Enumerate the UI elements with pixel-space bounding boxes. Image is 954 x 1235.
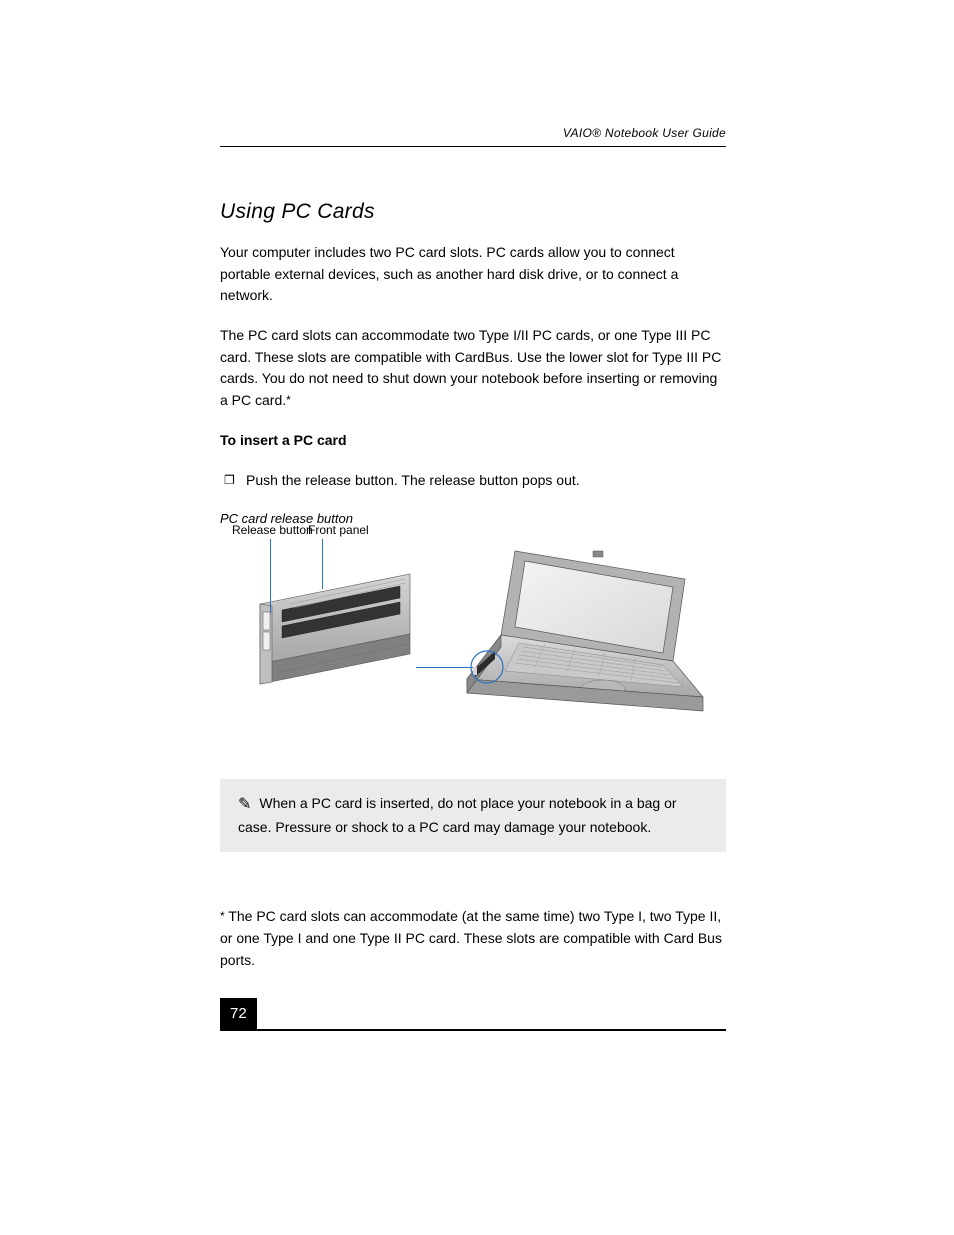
- section-title: Using PC Cards: [220, 200, 726, 224]
- pencil-icon: ✎: [238, 796, 251, 813]
- note-box: ✎When a PC card is inserted, do not plac…: [220, 779, 726, 852]
- callout-line-release-button: [270, 539, 271, 613]
- footnote-marker-ref: *: [286, 393, 291, 407]
- figure: Front panel Release button: [220, 539, 726, 769]
- laptop-illustration: [445, 539, 725, 739]
- footnote: * The PC card slots can accommodate (at …: [220, 906, 726, 971]
- step-item: Push the release button. The release but…: [246, 470, 726, 492]
- step-list: Push the release button. The release but…: [220, 470, 726, 492]
- callout-connector: [416, 667, 473, 668]
- subheading: To insert a PC card: [220, 430, 726, 452]
- bullets-intro: The PC card slots can accommodate two Ty…: [220, 325, 726, 412]
- manual-title: VAIO® Notebook User Guide: [220, 126, 726, 140]
- note-text: When a PC card is inserted, do not place…: [238, 795, 677, 835]
- footer-rule: [220, 1029, 726, 1031]
- intro-paragraph: Your computer includes two PC card slots…: [220, 242, 726, 307]
- page-content: Using PC Cards Your computer includes tw…: [220, 200, 726, 989]
- figure-label-release-button: Release button: [232, 523, 313, 537]
- page-number: 72: [220, 998, 257, 1029]
- closeup-illustration: [250, 564, 420, 694]
- page-header: VAIO® Notebook User Guide: [220, 126, 726, 155]
- bullets-intro-text: The PC card slots can accommodate two Ty…: [220, 327, 721, 408]
- footnote-text: The PC card slots can accommodate (at th…: [220, 908, 722, 967]
- figure-label-front-panel: Front panel: [308, 523, 369, 537]
- footnote-marker: *: [220, 909, 225, 923]
- header-rule: [220, 146, 726, 147]
- callout-line-front-panel: [322, 539, 323, 589]
- page-footer: 72: [220, 998, 726, 1039]
